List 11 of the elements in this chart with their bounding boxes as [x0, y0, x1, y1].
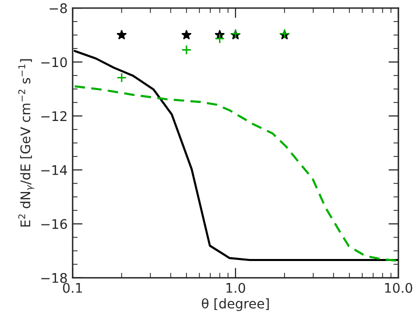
text: E$^{2}$ dN$_{γ}$/dE [GeV cm$^{−2}$ s$^{−1}$] — [18, 59, 34, 227]
y-tick-label: −16 — [41, 219, 67, 230]
y-tick-label: −18 — [41, 273, 67, 283]
y-tick-label: −12 — [41, 111, 66, 121]
x-tick-label: 1.0 — [226, 282, 246, 293]
y-tick-label: −8 — [50, 3, 67, 14]
y-tick-label: −10 — [41, 57, 67, 68]
y-tick-label: −14 — [41, 165, 68, 175]
x-tick-label: 0.1 — [63, 282, 82, 293]
x-tick-label: 10.0 — [385, 282, 412, 293]
x-axis-title: θ [degree] — [202, 298, 269, 312]
